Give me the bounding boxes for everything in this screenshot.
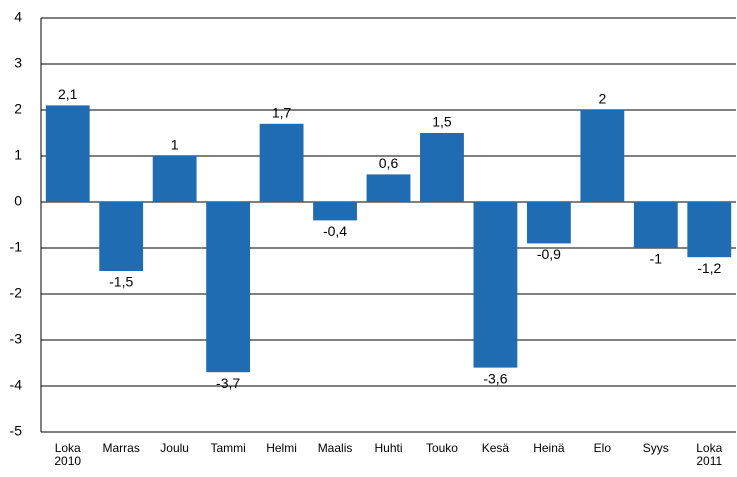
value-label: 1,5 bbox=[432, 114, 452, 130]
x-tick-label: Syys bbox=[642, 441, 669, 455]
x-tick-label: Loka 2010 bbox=[54, 441, 82, 468]
y-tick-label: 3 bbox=[14, 55, 22, 71]
x-tick-label: Touko bbox=[425, 441, 458, 455]
x-tick-label: Heinä bbox=[533, 441, 565, 455]
y-tick-label: -3 bbox=[10, 331, 23, 347]
value-label: -1,2 bbox=[697, 260, 721, 276]
value-label: -3,6 bbox=[483, 370, 507, 386]
y-tick-label: -4 bbox=[10, 377, 23, 393]
bar bbox=[633, 202, 678, 248]
bar bbox=[473, 202, 518, 368]
x-tick-label: Loka 2011 bbox=[696, 441, 723, 468]
x-tick-label: Joulu bbox=[160, 441, 189, 455]
value-label: -0,4 bbox=[323, 223, 347, 239]
value-label: -0,9 bbox=[537, 246, 561, 262]
y-tick-label: 1 bbox=[14, 147, 22, 163]
y-tick-label: 4 bbox=[14, 9, 22, 25]
y-tick-label: -2 bbox=[10, 285, 23, 301]
y-tick-label: 0 bbox=[14, 193, 22, 209]
x-tick-label: Maalis bbox=[317, 441, 353, 455]
bar bbox=[206, 202, 251, 373]
bar bbox=[45, 105, 90, 202]
x-tick-label: Elo bbox=[593, 441, 612, 455]
y-tick-label: 2 bbox=[14, 101, 22, 117]
x-tick-label: Tammi bbox=[210, 441, 246, 455]
x-tick-label: Kesä bbox=[481, 441, 510, 455]
value-label: 1 bbox=[171, 137, 179, 153]
bar bbox=[313, 202, 357, 221]
value-label: -1 bbox=[650, 251, 663, 267]
bar bbox=[259, 123, 304, 202]
value-label: 1,7 bbox=[272, 105, 292, 121]
y-tick-label: -1 bbox=[10, 239, 23, 255]
y-tick-label: -5 bbox=[10, 423, 23, 439]
value-label: -3,7 bbox=[216, 375, 240, 391]
value-label: 0,6 bbox=[379, 155, 399, 171]
bar bbox=[420, 133, 464, 202]
x-tick-label: Marras bbox=[102, 441, 140, 455]
bar bbox=[580, 110, 625, 202]
x-tick-label: Huhti bbox=[374, 441, 403, 455]
value-label: 2 bbox=[598, 91, 606, 107]
x-tick-label: Helmi bbox=[266, 441, 297, 455]
bar bbox=[99, 202, 144, 271]
value-label: 2,1 bbox=[58, 86, 78, 102]
bar bbox=[366, 174, 411, 202]
bar bbox=[526, 202, 571, 244]
bar bbox=[152, 156, 197, 202]
bar bbox=[687, 202, 732, 258]
value-label: -1,5 bbox=[109, 274, 133, 290]
